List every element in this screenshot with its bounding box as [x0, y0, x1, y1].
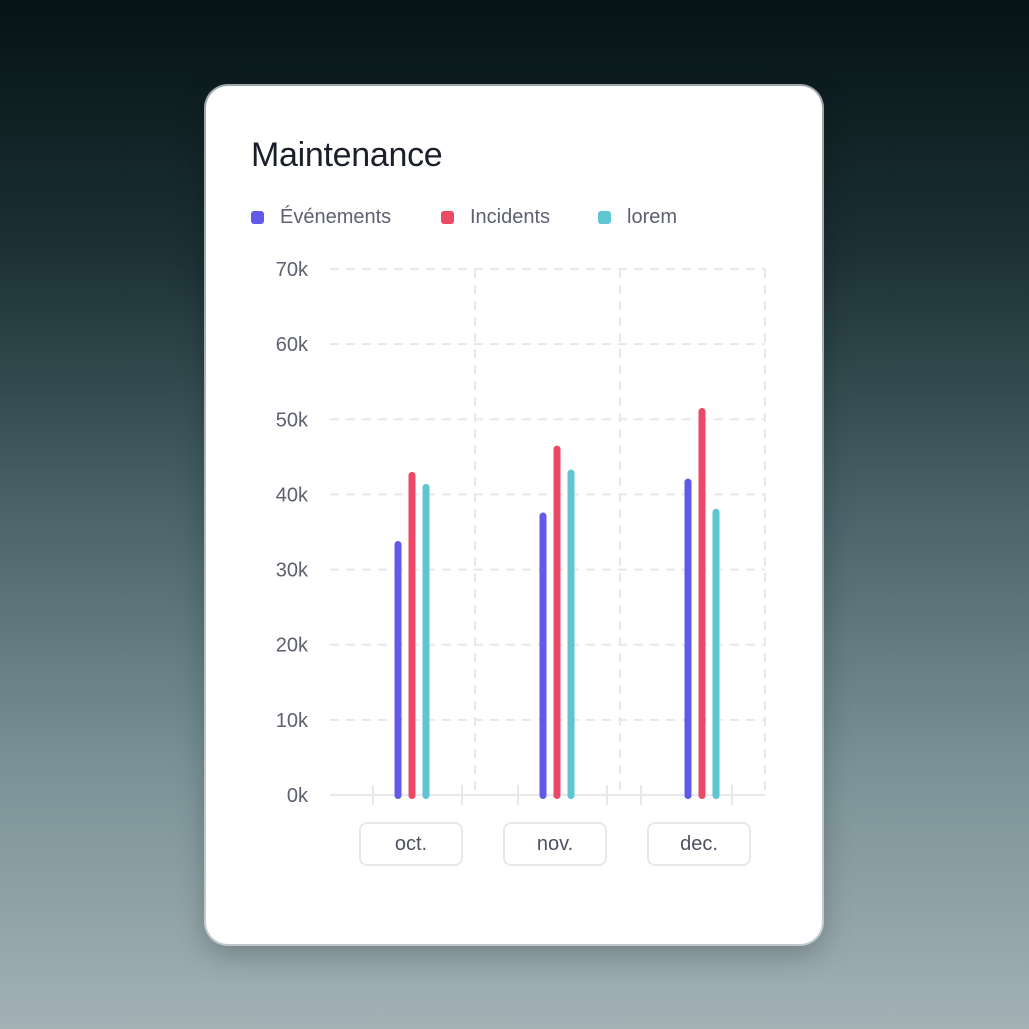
- chart-card: Maintenance Événements Incidents lorem 0…: [206, 86, 822, 944]
- bar-lorem-oct: [422, 483, 430, 799]
- y-tick-label: 50k: [276, 409, 309, 431]
- bar-chart: 0k 10k 20k 30k 40k 50k 60k 70k: [276, 259, 766, 807]
- legend-label-incidents: Incidents: [470, 205, 551, 228]
- y-tick-label: 70k: [276, 259, 309, 281]
- bar-lorem-dec: [712, 508, 720, 799]
- y-tick-label: 0k: [287, 785, 309, 807]
- y-tick-label: 40k: [276, 484, 309, 506]
- legend-swatch-incidents: [441, 210, 454, 224]
- bar-evenements-dec: [684, 478, 692, 799]
- chart-title: Maintenance: [251, 136, 443, 174]
- legend-item-evenements[interactable]: Événements: [251, 204, 391, 230]
- bar-evenements-oct: [394, 541, 402, 799]
- bar-incidents-dec: [698, 408, 706, 799]
- legend-item-lorem[interactable]: lorem: [598, 204, 677, 230]
- legend-label-lorem: lorem: [627, 205, 678, 228]
- bar-incidents-oct: [408, 471, 416, 799]
- y-tick-label: 20k: [276, 635, 309, 657]
- legend-swatch-lorem: [598, 210, 611, 224]
- bar-evenements-nov: [539, 512, 547, 799]
- legend-item-incidents[interactable]: Incidents: [441, 204, 550, 230]
- category-label-oct[interactable]: oct.: [359, 822, 463, 866]
- chart-legend: Événements Incidents lorem: [251, 204, 791, 230]
- y-tick-label: 60k: [276, 334, 309, 356]
- category-label-nov[interactable]: nov.: [503, 822, 607, 866]
- y-tick-label: 30k: [276, 560, 309, 582]
- legend-swatch-evenements: [251, 210, 264, 224]
- bar-lorem-nov: [567, 469, 575, 799]
- bar-incidents-nov: [553, 445, 561, 799]
- y-tick-label: 10k: [276, 710, 309, 732]
- legend-label-evenements: Événements: [280, 205, 392, 228]
- category-label-dec[interactable]: dec.: [647, 822, 751, 866]
